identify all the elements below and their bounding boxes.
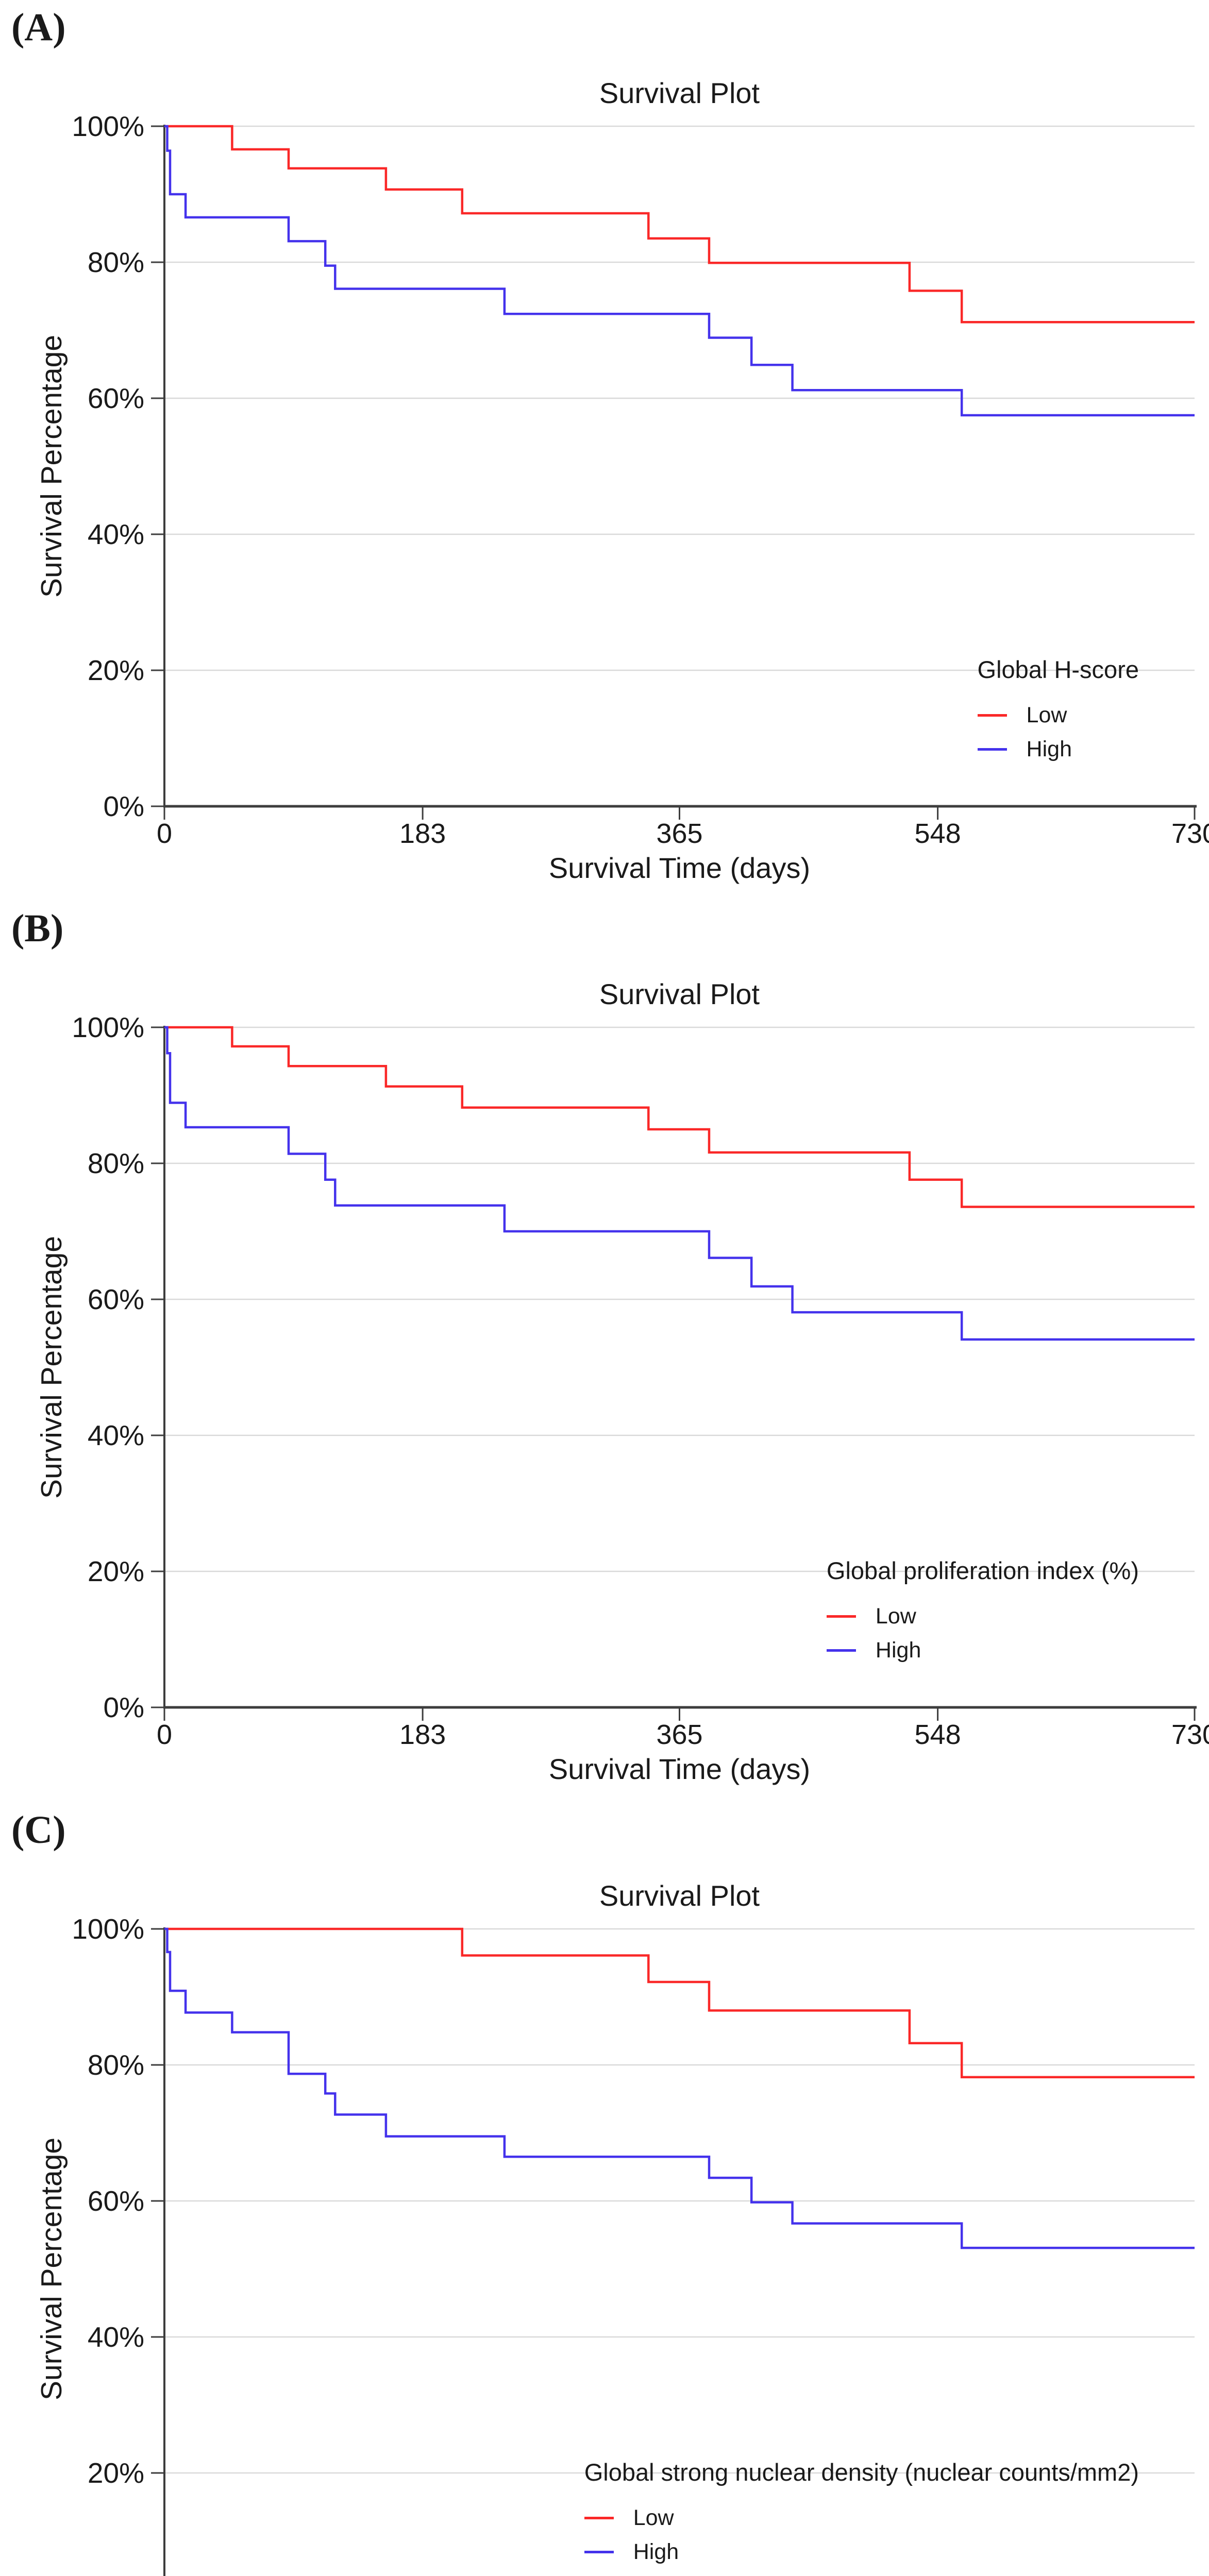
y-tick-label: 60% <box>87 1283 144 1315</box>
legend-item-low: Low <box>584 2504 1139 2531</box>
y-tick-label: 40% <box>87 518 144 550</box>
x-tick-label: 0 <box>156 818 173 849</box>
x-tick-label: 183 <box>399 818 446 849</box>
low-series-swatch-icon <box>977 714 1007 717</box>
legend-title: Global proliferation index (%) <box>826 1557 1139 1584</box>
low-series-curve <box>164 125 1195 324</box>
panel-label: (C) <box>11 1808 66 1852</box>
legend-label-low: Low <box>633 2505 674 2530</box>
legend-label-high: High <box>1026 737 1072 761</box>
survival-plot-canvas <box>151 125 1197 820</box>
x-tick-label: 548 <box>914 818 961 849</box>
low-series-swatch-icon <box>826 1615 856 1618</box>
legend: Global proliferation index (%) Low High <box>826 1556 1139 1664</box>
survival-panel-b: (B) Survival Plot Survival Percentage 10… <box>0 901 1209 1802</box>
y-tick-label: 40% <box>87 2321 144 2353</box>
y-tick-label: 60% <box>87 382 144 414</box>
y-axis-title: Survival Percentage <box>35 2137 68 2401</box>
x-tick-label: 730 <box>1171 1719 1209 1750</box>
legend-label-high: High <box>633 2539 679 2564</box>
survival-panel-c: (C) Survival Plot Survival Percentage 10… <box>0 1803 1209 2576</box>
panel-label: (B) <box>11 907 64 950</box>
panel-label: (A) <box>11 6 66 49</box>
y-tick-label: 80% <box>87 2049 144 2081</box>
high-series-swatch-icon <box>826 1649 856 1652</box>
x-axis-title: Survival Time (days) <box>548 1753 811 1785</box>
y-axis-title: Survival Percentage <box>35 1235 68 1499</box>
chart-title: Survival Plot <box>599 978 760 1010</box>
high-series-curve <box>164 1927 1195 2249</box>
legend-title: Global H-score <box>977 656 1139 683</box>
high-series-swatch-icon <box>584 2550 614 2553</box>
x-tick-label: 365 <box>656 1719 703 1750</box>
y-tick-label: 20% <box>87 1555 144 1587</box>
x-tick-label: 548 <box>914 1719 961 1750</box>
legend-item-low: Low <box>977 702 1139 728</box>
chart-title: Survival Plot <box>599 1879 760 1912</box>
survival-plot-canvas <box>151 1927 1195 2576</box>
y-tick-label: 80% <box>87 1147 144 1179</box>
survival-plot-canvas <box>151 1026 1197 1721</box>
legend-title: Global strong nuclear density (nuclear c… <box>584 2459 1139 2486</box>
chart-title: Survival Plot <box>599 77 760 109</box>
y-tick-label: 0% <box>103 790 145 822</box>
high-series-curve <box>164 1026 1195 1341</box>
legend-label-high: High <box>875 1638 921 1663</box>
low-series-curve <box>164 1927 1195 2079</box>
low-series-swatch-icon <box>584 2516 614 2519</box>
low-series-curve <box>164 1026 1195 1208</box>
y-tick-label: 100% <box>72 1011 144 1043</box>
y-tick-label: 80% <box>87 246 144 278</box>
legend-item-high: High <box>826 1637 1139 1664</box>
survival-panel-a: (A) Survival Plot Survival Percentage 10… <box>0 0 1209 901</box>
legend-item-low: Low <box>826 1603 1139 1630</box>
y-axis-title: Survival Percentage <box>35 334 68 598</box>
x-tick-label: 365 <box>656 818 703 849</box>
y-tick-label: 20% <box>87 654 144 686</box>
legend-label-low: Low <box>1026 703 1067 727</box>
y-tick-label: 60% <box>87 2185 144 2217</box>
y-tick-label: 100% <box>72 110 144 142</box>
legend-item-high: High <box>584 2538 1139 2565</box>
legend: Global strong nuclear density (nuclear c… <box>584 2458 1139 2565</box>
y-tick-label: 40% <box>87 1419 144 1451</box>
legend-item-high: High <box>977 736 1139 762</box>
y-tick-label: 100% <box>72 1913 144 1945</box>
y-tick-label: 20% <box>87 2457 144 2489</box>
legend-label-low: Low <box>875 1604 916 1629</box>
high-series-swatch-icon <box>977 748 1007 751</box>
x-tick-label: 0 <box>156 1719 173 1750</box>
legend: Global H-score Low High <box>977 655 1139 762</box>
high-series-curve <box>164 125 1195 417</box>
x-tick-label: 183 <box>399 1719 446 1750</box>
x-axis-title: Survival Time (days) <box>548 852 811 884</box>
x-tick-label: 730 <box>1171 818 1209 849</box>
y-tick-label: 0% <box>103 1691 145 1723</box>
